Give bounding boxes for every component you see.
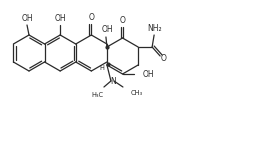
Text: N: N [110,77,116,86]
Text: CH₃: CH₃ [131,90,143,96]
Text: OH: OH [101,25,113,33]
Text: NH₂: NH₂ [147,24,161,33]
Text: O: O [120,16,125,25]
Text: H₃C: H₃C [91,92,103,98]
Text: O: O [88,12,94,21]
Text: OH: OH [54,13,66,22]
Text: OH: OH [21,13,33,22]
Text: O: O [160,53,166,62]
Text: OH: OH [143,70,154,78]
Text: H: H [99,65,104,71]
